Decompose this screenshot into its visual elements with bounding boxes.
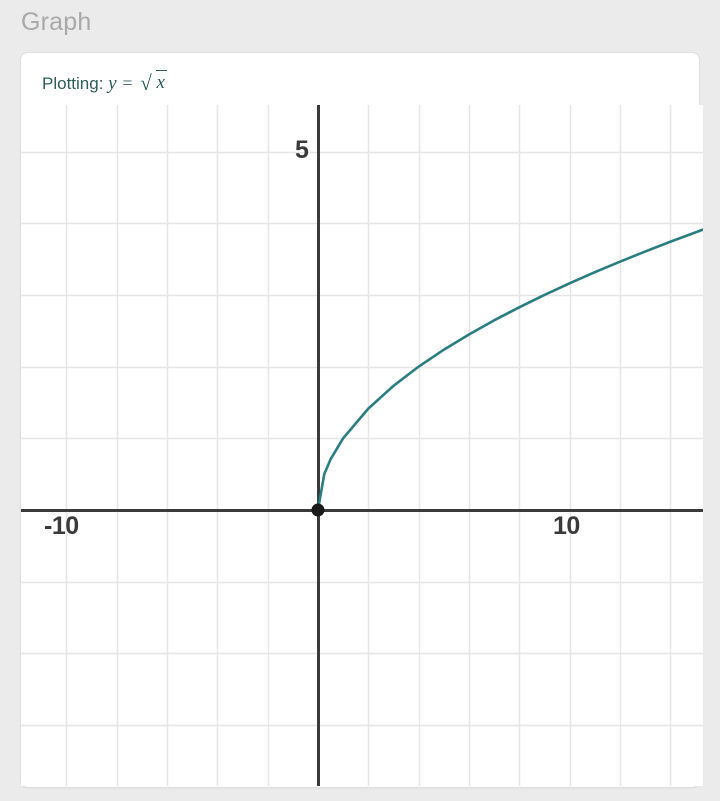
origin-point-marker [311,503,325,517]
plot-caption-prefix: Plotting: [42,74,104,93]
plot-caption-lhs: y [108,73,117,94]
function-curve [316,228,703,512]
plot-surface[interactable] [21,105,703,786]
x-axis-tick-label-neg10: -10 [44,512,79,540]
plot-canvas[interactable] [21,105,703,786]
x-axis-tick-label-10: 10 [553,512,580,540]
plot-caption-equals: = [122,73,133,93]
plot-caption: Plotting: y = √ x [42,70,167,96]
axis-lines [21,105,703,786]
radical-argument: x [155,70,167,93]
page-title: Graph [21,8,92,36]
radical-sign-icon: √ [140,71,152,95]
plot-caption-radical: √ x [138,70,167,96]
y-axis-tick-label-5: 5 [295,136,309,164]
grid-lines [21,105,703,786]
